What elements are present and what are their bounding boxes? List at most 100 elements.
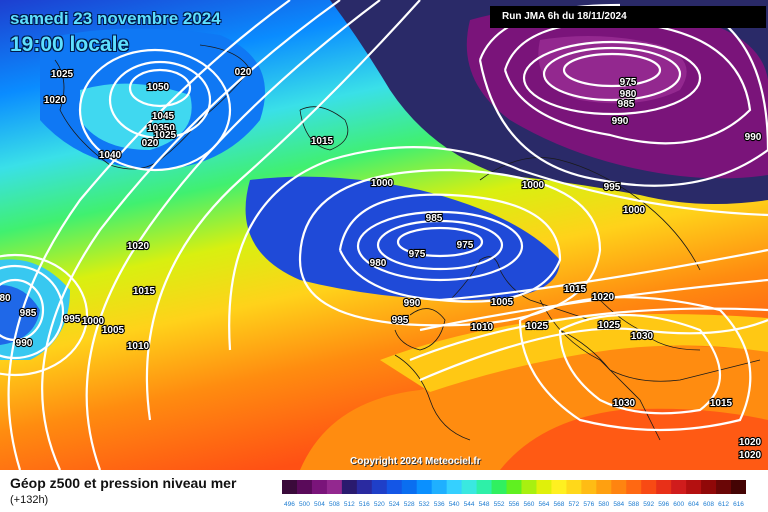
- legend-tick-label: 552: [494, 501, 505, 508]
- legend-tick-label: 596: [658, 501, 669, 508]
- legend-swatch: [461, 480, 478, 494]
- isobar-west-low-985: [0, 278, 45, 342]
- legend-tick-label: 528: [404, 501, 415, 508]
- pressure-label: 020: [142, 138, 159, 149]
- pressure-label: 1015: [133, 286, 156, 297]
- pressure-label: 1000: [623, 205, 646, 216]
- legend-swatch: [656, 480, 672, 494]
- legend-swatch: [701, 480, 717, 494]
- legend-swatch: [551, 480, 567, 494]
- legend-swatch: [416, 480, 433, 494]
- pressure-label: 985: [618, 99, 635, 110]
- pressure-label: 1015: [564, 284, 587, 295]
- legend-tick-label: 588: [628, 501, 639, 508]
- legend-swatch: [566, 480, 582, 494]
- forecast-time: 19:00 locale: [10, 33, 130, 56]
- legend-swatch: [716, 480, 732, 494]
- pressure-label: 1005: [491, 297, 514, 308]
- legend-swatch: [431, 480, 448, 494]
- legend-swatch: [731, 480, 746, 494]
- isobar-975-trough: [396, 226, 484, 258]
- legend-swatch: [401, 480, 418, 494]
- pressure-label: 1030: [631, 331, 654, 342]
- legend-tick-label: 604: [688, 501, 699, 508]
- isobar-1025-south: [518, 296, 752, 432]
- pressure-label: 1040: [99, 150, 122, 161]
- legend-tick-label: 524: [389, 501, 400, 508]
- legend-tick-label: 616: [733, 501, 744, 508]
- legend-tick-label: 540: [449, 501, 460, 508]
- map-title: Géop z500 et pression niveau mer: [10, 475, 237, 491]
- legend-swatch: [341, 480, 358, 494]
- pressure-label: 1045: [152, 111, 175, 122]
- geopotential-map: 1025102010500201045103501025020104010159…: [0, 0, 768, 470]
- isobar-1030-south: [558, 313, 721, 415]
- legend-tick-label: 556: [509, 501, 520, 508]
- isobar-1010: [85, 0, 768, 470]
- legend-swatch: [311, 480, 328, 494]
- legend-swatch: [626, 480, 642, 494]
- isobar-980-trough: [376, 219, 504, 271]
- isobars: [0, 0, 768, 470]
- legend-tick-label: 564: [539, 501, 550, 508]
- pressure-label: 1025: [154, 130, 177, 141]
- pressure-label: 1005: [102, 325, 125, 336]
- isobar-975-north: [562, 52, 662, 88]
- pressure-label: 995: [604, 182, 621, 193]
- legend-tick-label: 520: [374, 501, 385, 508]
- pressure-label: 990: [612, 116, 629, 127]
- isobar-1020: [7, 0, 768, 470]
- pressure-label: 020: [235, 67, 252, 78]
- pressure-label: 1015: [710, 398, 733, 409]
- isobar-west-low-990: [0, 264, 65, 360]
- legend-tick-label: 576: [583, 501, 594, 508]
- legend-tick-label: 516: [359, 501, 370, 508]
- map-footer: Géop z500 et pression niveau mer (+132h)…: [0, 470, 768, 512]
- pressure-label: 1000: [82, 316, 105, 327]
- field-cyan-greenland: [80, 83, 192, 150]
- legend-swatch: [446, 480, 463, 494]
- legend-swatch: [356, 480, 373, 494]
- isobar-west-low-995: [0, 253, 89, 377]
- legend-tick-label: 584: [613, 501, 624, 508]
- legend-tick-label: 548: [479, 501, 490, 508]
- isobar-1040: [78, 48, 232, 172]
- copyright-text: Copyright 2024 Meteociel.fr: [350, 456, 481, 467]
- legend-swatch: [326, 480, 343, 494]
- pressure-label: 975: [409, 249, 426, 260]
- legend-tick-label: 500: [299, 501, 310, 508]
- pressure-label: 1025: [598, 320, 621, 331]
- legend-swatch: [521, 480, 537, 494]
- model-run-banner: Run JMA 6h du 18/11/2024: [490, 6, 766, 28]
- pressure-labels: 1025102010500201045103501025020104010159…: [0, 66, 763, 462]
- isobar-1050: [128, 68, 192, 108]
- legend-swatch: [476, 480, 493, 494]
- pressure-label: 995: [64, 314, 81, 325]
- legend-tick-label: 580: [598, 501, 609, 508]
- legend-swatch: [491, 480, 508, 494]
- isobar-1005: [145, 0, 768, 421]
- isobar-980-north: [542, 46, 682, 102]
- color-scale-legend: 496 500 504 508 512 516 520 524 528 532 536 540 544 5…: [282, 480, 746, 508]
- pressure-label: 1000: [371, 178, 394, 189]
- pressure-label: 990: [745, 132, 762, 143]
- legend-swatch: [596, 480, 612, 494]
- pressure-label: 975: [457, 240, 474, 251]
- legend-tick-label: 508: [329, 501, 340, 508]
- pressure-label: 1025: [526, 321, 549, 332]
- isobar-985-north: [522, 40, 702, 116]
- legend-tick-label: 496: [284, 501, 295, 508]
- field-red-south: [500, 408, 768, 470]
- pressure-label: 985: [426, 213, 443, 224]
- pressure-label: 980: [620, 89, 637, 100]
- pressure-label: 1020: [127, 241, 150, 252]
- legend-swatch: [641, 480, 657, 494]
- isobar-1045: [108, 60, 212, 140]
- pressure-label: 1020: [739, 450, 762, 461]
- isobar-995-trough: [298, 168, 602, 327]
- legend-swatch: [371, 480, 388, 494]
- legend-swatch: [611, 480, 627, 494]
- forecast-offset: (+132h): [10, 494, 49, 506]
- pressure-label: 995: [392, 315, 409, 326]
- pressure-label: 1010: [127, 341, 150, 352]
